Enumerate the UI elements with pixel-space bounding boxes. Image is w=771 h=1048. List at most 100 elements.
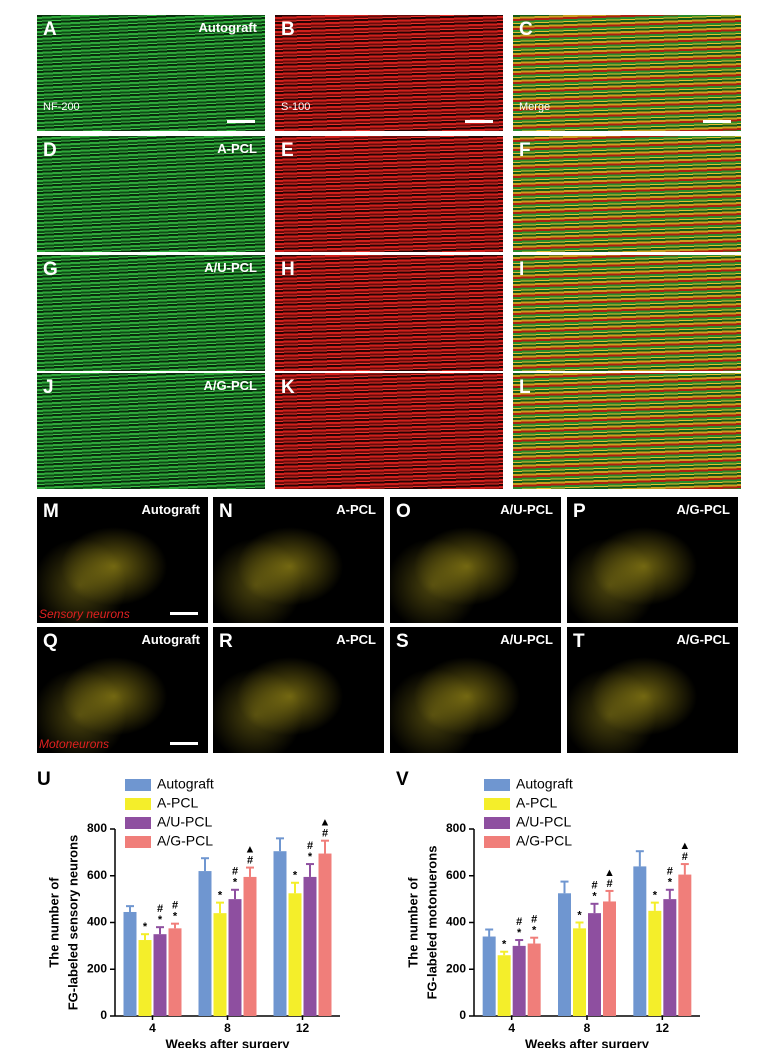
y-tick-label: 0 <box>100 1008 107 1022</box>
panel-label: A-PCL <box>336 632 376 647</box>
legend-label: A/G-PCL <box>157 833 213 849</box>
legend-swatch <box>125 779 151 791</box>
image-panel: O A/U-PCL <box>390 497 561 623</box>
legend-swatch <box>125 836 151 848</box>
image-panel: E <box>275 136 503 252</box>
panel-letter: I <box>519 259 525 280</box>
panel-letter: A <box>43 19 57 40</box>
image-panel: L <box>513 373 741 489</box>
bar <box>482 936 496 1016</box>
x-axis-label: Weeks after surgery <box>525 1036 650 1048</box>
y-tick-label: 200 <box>446 961 466 975</box>
image-panel: M Autograft Sensory neurons <box>37 497 208 623</box>
bar <box>573 928 586 1016</box>
image-panel: C Merge <box>513 15 741 131</box>
legend-swatch <box>125 798 151 810</box>
scale-bar <box>170 612 198 615</box>
panel-letter: V <box>396 769 409 790</box>
significance-mark: ▲ <box>679 840 690 852</box>
image-panel: R A-PCL <box>213 627 384 753</box>
bar <box>678 874 692 1016</box>
stain-label: NF-200 <box>43 101 80 113</box>
image-panel: D A-PCL <box>37 136 265 252</box>
panel-letter: N <box>219 501 233 522</box>
panel-label: A/U-PCL <box>204 260 257 275</box>
significance-mark: * <box>532 925 537 937</box>
significance-mark: # <box>232 866 238 878</box>
x-tick-label: 4 <box>508 1021 515 1035</box>
legend-swatch <box>125 817 151 829</box>
panel-letter: K <box>281 377 295 398</box>
significance-mark: # <box>247 854 253 866</box>
significance-mark: * <box>308 851 313 863</box>
stain-label: S-100 <box>281 101 311 113</box>
panel-letter: E <box>281 140 294 161</box>
significance-mark: * <box>653 890 658 902</box>
bar <box>138 940 152 1016</box>
significance-mark: ▲ <box>320 817 331 829</box>
image-panel: N A-PCL <box>213 497 384 623</box>
significance-mark: # <box>682 851 688 863</box>
bar <box>213 913 227 1016</box>
panel-label: A-PCL <box>217 141 257 156</box>
panel-letter: U <box>37 769 51 790</box>
significance-mark: # <box>531 914 537 926</box>
significance-mark: * <box>143 921 148 933</box>
significance-mark: # <box>516 916 522 928</box>
panel-caption: Motoneurons <box>39 737 110 751</box>
bar <box>243 876 257 1016</box>
x-axis-label: Weeks after surgery <box>165 1036 290 1048</box>
bar <box>168 928 182 1016</box>
image-panel: K <box>275 373 503 489</box>
image-panel: S A/U-PCL <box>390 627 561 753</box>
x-tick-label: 12 <box>296 1021 310 1035</box>
significance-mark: # <box>606 878 612 890</box>
image-panel: P A/G-PCL <box>567 497 738 623</box>
panel-letter: Q <box>43 631 58 652</box>
significance-mark: * <box>293 870 298 882</box>
bar <box>273 851 287 1016</box>
panel-label: Autograft <box>198 20 258 35</box>
y-tick-label: 400 <box>87 915 107 929</box>
legend-label: A/U-PCL <box>157 814 212 830</box>
image-panel: G A/U-PCL <box>37 255 265 371</box>
y-axis-label: The number of <box>405 877 420 968</box>
panel-letter: F <box>519 140 531 161</box>
y-tick-label: 800 <box>446 821 466 835</box>
y-tick-label: 400 <box>446 915 466 929</box>
stain-label: Merge <box>519 101 551 113</box>
charts: U The number of FG-labeled sensory neurons… <box>37 769 700 1048</box>
significance-mark: ▲ <box>245 843 256 855</box>
significance-mark: * <box>668 877 673 889</box>
panel-letter: B <box>281 19 295 40</box>
legend-label: Autograft <box>157 776 214 792</box>
panel-letter: P <box>573 501 586 522</box>
image-panel: H <box>275 255 503 371</box>
significance-mark: # <box>591 880 597 892</box>
panel-label: A/U-PCL <box>500 632 553 647</box>
image-panel: I <box>513 255 741 371</box>
bar <box>228 899 242 1016</box>
x-tick-label: 8 <box>584 1021 591 1035</box>
bar <box>153 934 167 1016</box>
panel-letter: D <box>43 140 57 161</box>
y-axis-label: FG-labeled motonuerons <box>424 846 439 1000</box>
significance-mark: ▲ <box>604 867 615 879</box>
bar <box>663 899 677 1016</box>
y-axis-label: The number of <box>46 877 61 968</box>
panel-label: Autograft <box>141 632 201 647</box>
panel-letter: T <box>573 631 585 652</box>
bar <box>633 866 647 1016</box>
panel-caption: Sensory neurons <box>39 607 130 621</box>
y-tick-label: 0 <box>459 1008 466 1022</box>
panel-label: A/U-PCL <box>500 502 553 517</box>
image-panel: J A/G-PCL <box>37 373 265 489</box>
significance-mark: # <box>322 828 328 840</box>
panel-label: A/G-PCL <box>676 502 730 517</box>
y-tick-label: 200 <box>87 961 107 975</box>
significance-mark: * <box>173 911 178 923</box>
bar <box>648 910 662 1016</box>
bar <box>558 893 571 1016</box>
panel-letter: O <box>396 501 411 522</box>
